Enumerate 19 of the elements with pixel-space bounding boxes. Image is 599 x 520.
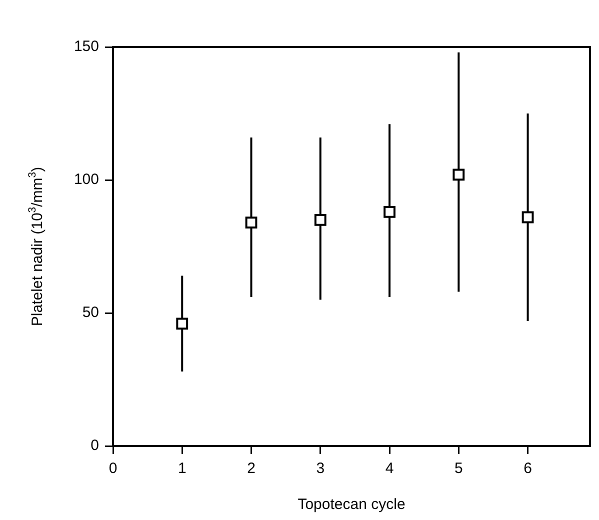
point: [245, 216, 258, 229]
y-tick-label: 100: [74, 171, 99, 188]
point: [452, 168, 465, 181]
x-tick-label: 2: [247, 460, 256, 478]
x-axis-title: Topotecan cycle: [298, 496, 406, 514]
y-axis-title: Platelet nadir (103/mm3): [26, 166, 46, 326]
y-tick-label: 0: [90, 437, 99, 454]
x-tick-label: 6: [524, 460, 532, 478]
point: [314, 214, 326, 226]
x-tick-label: 4: [385, 460, 394, 478]
x-tick-label: 3: [316, 460, 325, 478]
point: [384, 206, 396, 218]
y-tick-label: 50: [82, 304, 99, 322]
x-tick-label: 1: [178, 460, 186, 478]
point: [522, 211, 534, 224]
x-tick-label: 0: [108, 460, 118, 478]
x-tick-label: 5: [454, 460, 463, 478]
point: [176, 318, 188, 330]
y-tick-label: 150: [74, 38, 99, 56]
